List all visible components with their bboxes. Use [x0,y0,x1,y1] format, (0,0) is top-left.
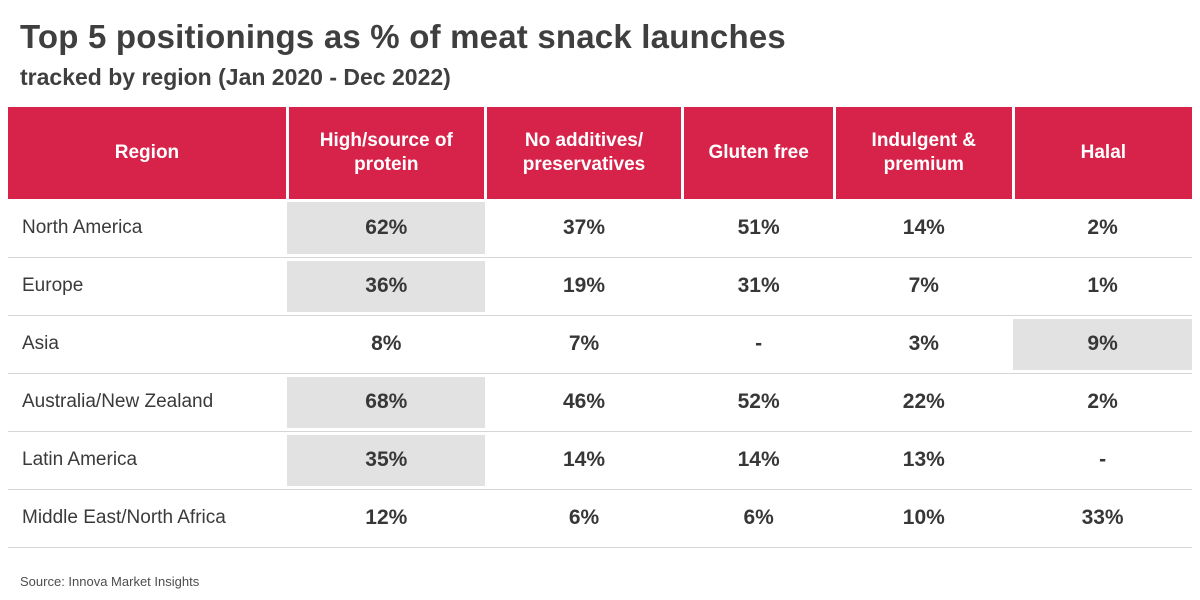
value-cell: 6% [682,489,835,548]
value-cell: 37% [485,199,683,258]
table-row: Asia 8% 7% -3% 9% [8,315,1192,374]
value-cell: 14% [485,431,683,490]
region-label: North America [8,199,288,258]
page-title: Top 5 positionings as % of meat snack la… [20,18,786,55]
value-cell: 52% [682,373,835,432]
value-cell-highlighted: 9% [1013,315,1192,374]
value-cell: 33% [1013,489,1192,548]
value-cell: 19% [485,257,683,316]
value-cell-highlighted: 68% [287,373,486,432]
table-row: Latin America 35% 14% 14% 13% - [8,431,1192,490]
value-cell: 8% [287,315,486,374]
value-cell: - [1013,431,1192,490]
value-cell: 31% [682,257,835,316]
value-cell-highlighted: 62% [287,199,486,258]
value-cell: 3% [834,315,1014,374]
value-cell: 13% [834,431,1014,490]
column-header-region: Region [8,107,288,199]
value-cell: 7% [834,257,1014,316]
region-label: Europe [8,257,288,316]
value-cell: 14% [834,199,1014,258]
positionings-table: Region High/source of protein No additiv… [8,107,1192,548]
region-label: Asia [8,315,288,374]
value-cell: 2% [1013,199,1192,258]
value-cell: 10% [834,489,1014,548]
column-header-gluten: Gluten free [681,107,835,199]
region-label: Australia/New Zealand [8,373,288,432]
region-label: Latin America [8,431,288,490]
table-row: North America 62% 37% 51% 14% 2% [8,199,1192,258]
value-cell: 7% [485,315,683,374]
column-header-additives: No additives/ preservatives [483,107,683,199]
region-label: Middle East/North Africa [8,489,288,548]
column-header-protein: High/source of protein [285,107,486,199]
value-cell: 22% [834,373,1014,432]
column-header-indulgent: Indulgent & premium [832,107,1014,199]
value-cell: - [682,315,835,374]
value-cell: 46% [485,373,683,432]
table-header-row: Region High/source of protein No additiv… [8,107,1192,199]
value-cell: 14% [682,431,835,490]
value-cell: 51% [682,199,835,258]
source-attribution: Source: Innova Market Insights [20,573,200,589]
page-subtitle: tracked by region (Jan 2020 - Dec 2022) [20,64,451,90]
value-cell: 12% [287,489,486,548]
value-cell: 1% [1013,257,1192,316]
value-cell: 6% [485,489,683,548]
column-header-halal: Halal [1011,107,1192,199]
value-cell-highlighted: 35% [287,431,486,490]
table-header: Region High/source of protein No additiv… [8,107,1192,199]
value-cell: 2% [1013,373,1192,432]
table-body: North America 62% 37% 51% 14% 2% Europe 36% 19% 3… [8,199,1192,548]
table-row: Australia/New Zealand 68% 46% 52% 22% 2% [8,373,1192,432]
table-row: Middle East/North Africa 12% 6% 6% 10% 33% [8,489,1192,548]
table-row: Europe 36% 19% 31% 7% 1% [8,257,1192,316]
value-cell-highlighted: 36% [287,257,486,316]
